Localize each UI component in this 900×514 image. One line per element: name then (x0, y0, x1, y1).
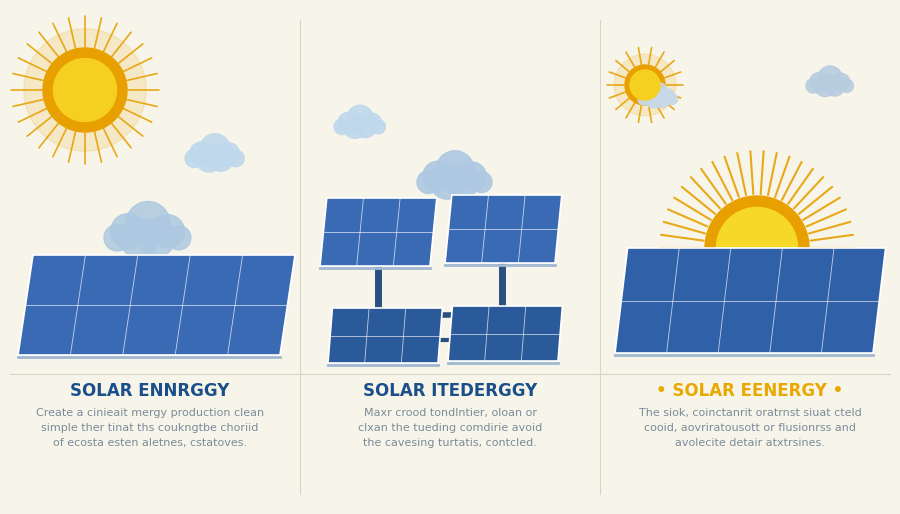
Circle shape (423, 161, 453, 192)
Circle shape (343, 115, 366, 138)
Circle shape (810, 72, 829, 92)
Circle shape (166, 226, 191, 250)
Circle shape (824, 76, 845, 96)
Circle shape (472, 172, 492, 193)
Circle shape (362, 113, 382, 133)
Circle shape (436, 151, 474, 189)
Circle shape (630, 70, 660, 100)
Circle shape (653, 90, 670, 107)
Circle shape (667, 94, 678, 104)
Circle shape (347, 105, 373, 131)
Circle shape (151, 215, 184, 248)
Circle shape (446, 166, 479, 198)
Circle shape (111, 214, 146, 249)
Polygon shape (320, 198, 436, 266)
Circle shape (371, 120, 385, 134)
Circle shape (660, 88, 674, 103)
Polygon shape (448, 306, 562, 361)
Text: Create a cinieait mergy production clean
simple ther tinat ths coukngtbe choriid: Create a cinieait mergy production clean… (36, 408, 264, 448)
Circle shape (458, 162, 486, 191)
Circle shape (126, 201, 170, 246)
Circle shape (705, 196, 809, 300)
Circle shape (832, 73, 850, 91)
Polygon shape (328, 308, 443, 363)
Circle shape (208, 146, 234, 171)
Circle shape (104, 225, 130, 251)
Circle shape (430, 165, 464, 199)
Circle shape (638, 93, 650, 105)
Polygon shape (615, 248, 886, 353)
Circle shape (614, 54, 676, 116)
Polygon shape (445, 195, 562, 263)
Circle shape (138, 219, 176, 256)
Circle shape (23, 29, 146, 151)
Circle shape (818, 66, 842, 90)
Text: SOLAR ITEDERGGY: SOLAR ITEDERGGY (363, 382, 537, 400)
Circle shape (645, 90, 663, 108)
Circle shape (338, 113, 359, 133)
Circle shape (417, 171, 440, 193)
Circle shape (841, 79, 853, 93)
Circle shape (814, 75, 836, 97)
Circle shape (228, 150, 244, 167)
Circle shape (641, 88, 657, 104)
Circle shape (806, 79, 821, 93)
Circle shape (334, 119, 349, 135)
Circle shape (648, 83, 668, 102)
Circle shape (625, 65, 665, 105)
Polygon shape (18, 255, 295, 355)
Text: • SOLAR EENERGY •: • SOLAR EENERGY • (656, 382, 843, 400)
Circle shape (716, 208, 797, 288)
Circle shape (53, 59, 116, 121)
Circle shape (190, 142, 213, 166)
Circle shape (354, 116, 376, 138)
Circle shape (120, 218, 159, 258)
Circle shape (195, 145, 222, 172)
Text: The siok, coinctanrit oratrnst siuat cteld
cooid, aovriratousott or flusionrss a: The siok, coinctanrit oratrnst siuat cte… (639, 408, 861, 448)
Circle shape (200, 134, 230, 164)
Circle shape (185, 150, 203, 168)
Circle shape (43, 48, 127, 132)
Circle shape (217, 143, 239, 165)
Text: SOLAR ENNRGGY: SOLAR ENNRGGY (70, 382, 230, 400)
Text: Maxr crood tondlntier, oloan or
clxan the tueding comdirie avoid
the cavesing tu: Maxr crood tondlntier, oloan or clxan th… (358, 408, 542, 448)
